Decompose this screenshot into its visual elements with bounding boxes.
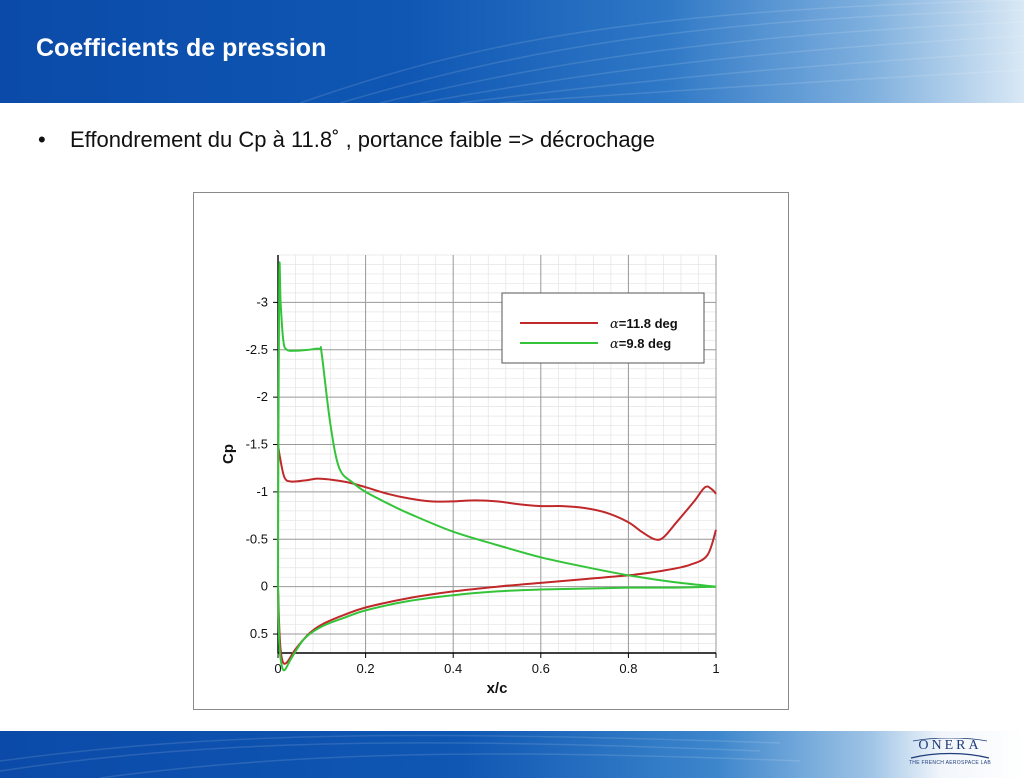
series-line-lower-surface	[277, 529, 717, 665]
x-tick-label: 0	[274, 661, 281, 676]
y-tick-label: -2.5	[246, 342, 268, 357]
x-tick-label: 0.8	[619, 661, 637, 676]
x-tick-label: 1	[712, 661, 719, 676]
header-swirl-decoration	[299, 0, 1024, 103]
x-tick-label: 0.2	[357, 661, 375, 676]
y-tick-label: -0.5	[246, 531, 268, 546]
cp-chart: 0 0.2 0.4 0.6 0.8 1 -3 -2.5 -2 -1.5 -1 -0.5 0 0.5 x/c C…	[220, 254, 720, 697]
x-tick-label: 0.4	[444, 661, 462, 676]
series-line-upper-surface	[277, 261, 717, 588]
y-axis-title: Cp	[220, 444, 237, 464]
slide-title: Coefficients de pression	[36, 34, 327, 62]
y-tick-label: -2	[256, 389, 268, 404]
bullet-text: Effondrement du Cp à 11.8˚ , portance fa…	[70, 127, 656, 152]
logo-wordmark: ONERA	[918, 738, 982, 753]
x-tick-label: 0.6	[532, 661, 550, 676]
legend-label: α=11.8 deg	[610, 316, 678, 332]
bullet-item: • Effondrement du Cp à 11.8˚ , portance f…	[38, 127, 655, 153]
legend-label: α=9.8 deg	[610, 336, 671, 352]
logo-swoosh-icon	[910, 738, 990, 759]
header-band: Coefficients de pression	[0, 0, 1024, 103]
onera-logo: ONERA THE FRENCH AEROSPACE LAB	[905, 738, 995, 772]
series-line-upper-surface	[277, 444, 717, 541]
y-tick-label: 0.5	[250, 626, 268, 641]
y-tick-label: -1.5	[246, 437, 268, 452]
logo-tagline: THE FRENCH AEROSPACE LAB	[908, 760, 992, 766]
x-axis-title: x/c	[487, 680, 508, 697]
chart-frame: 0 0.2 0.4 0.6 0.8 1 -3 -2.5 -2 -1.5 -1 -0.5 0 0.5 x/c C…	[193, 192, 789, 710]
y-tick-label: -1	[256, 484, 268, 499]
legend: α=11.8 deg α=9.8 deg	[501, 292, 705, 364]
legend-box	[501, 292, 705, 364]
series-alpha-11-8	[277, 444, 717, 665]
series-alpha-9-8	[277, 261, 717, 672]
y-tick-label: 0	[261, 579, 268, 594]
footer-swirl-decoration	[0, 734, 801, 778]
y-tick-label: -3	[256, 294, 268, 309]
series-line-lower-surface	[277, 585, 717, 672]
footer-band	[0, 731, 1024, 778]
bullet-symbol: •	[38, 127, 46, 152]
